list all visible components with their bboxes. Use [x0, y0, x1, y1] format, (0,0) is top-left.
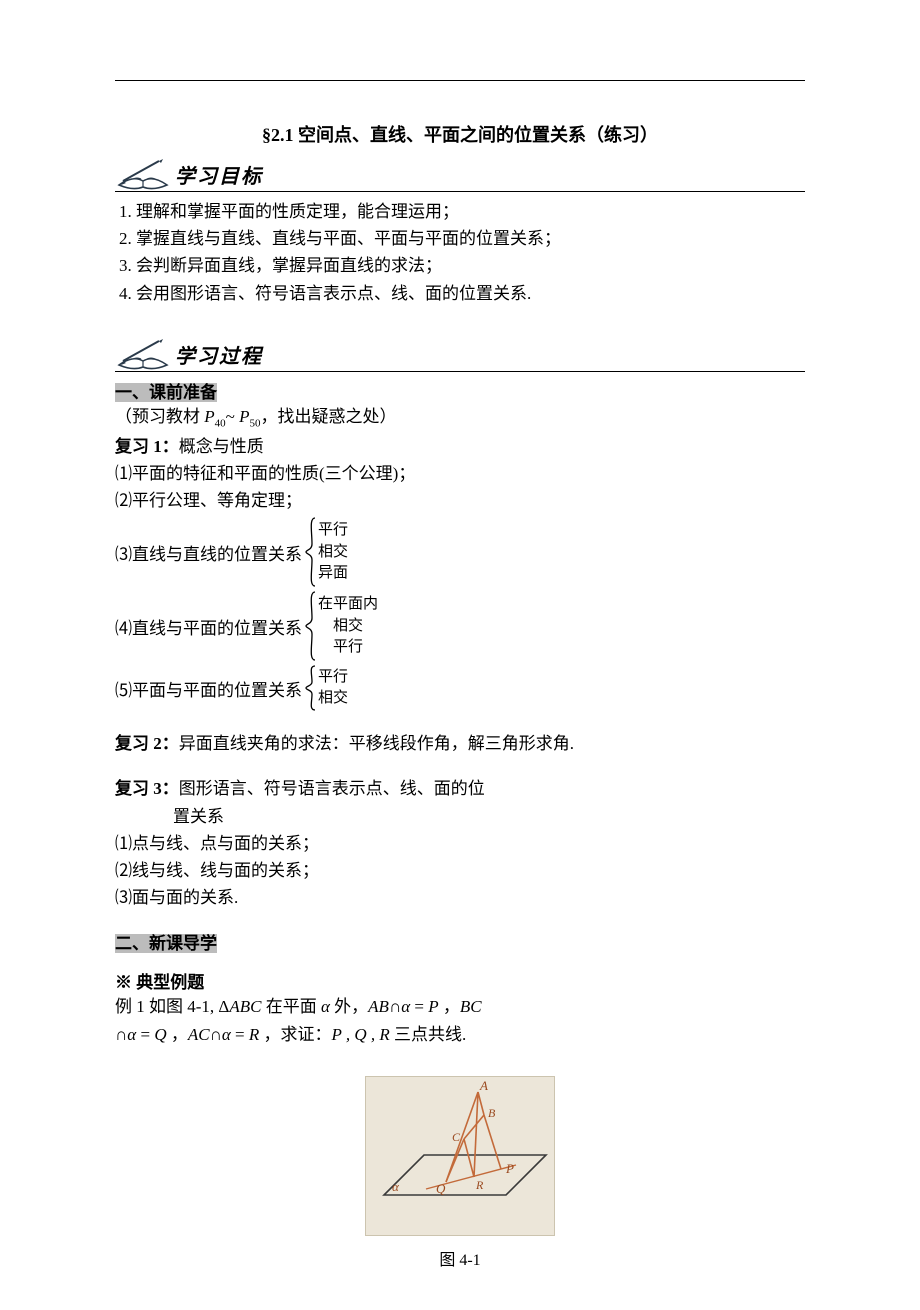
ex1-cap2: ∩ [210, 1025, 222, 1044]
section-label-process: 学习过程 [175, 340, 263, 371]
prep-p1: P [204, 407, 214, 426]
section-header-objectives: 学习目标 [115, 157, 805, 192]
left-brace-icon [304, 516, 318, 588]
ex1-eq2r: R [249, 1025, 259, 1044]
new-lesson-title: 二、新课导学 [115, 934, 217, 953]
figure-diagram: A B C P Q R α [365, 1076, 555, 1236]
review2-label: 复习 2： [115, 734, 179, 753]
study-icon [115, 337, 171, 371]
prep-title-row: 一、课前准备 [115, 378, 805, 403]
review1-label: 复习 1： [115, 437, 179, 456]
objective-item: 1. 理解和掌握平面的性质定理，能合理运用； [119, 198, 805, 225]
review3-text-a: 图形语言、符号语言表示点、线、面的位 [179, 779, 485, 798]
fig-label-P: P [505, 1161, 514, 1176]
ex1-eq1c: BC [460, 997, 482, 1016]
fig-label-R: R [475, 1178, 484, 1192]
relation-row-3: ⑶直线与直线的位置关系 平行 相交 异面 [115, 516, 805, 588]
brace-option: 平行 [318, 521, 348, 541]
relation-label: ⑷直线与平面的位置关系 [115, 614, 302, 639]
fig-label-alpha: α [392, 1179, 400, 1194]
brace-option: 在平面内 [318, 595, 378, 615]
example-1-line2: ∩α = Q ，AC∩α = R ，求证：P , Q , R 三点共线. [115, 1021, 805, 1048]
brace-option: 相交 [318, 689, 348, 709]
prep-note-suffix: ，找出疑惑之处） [260, 407, 396, 426]
relation-label: ⑸平面与平面的位置关系 [115, 676, 302, 701]
ex1-eq2a: AC [188, 1025, 210, 1044]
ex1-cap1: ∩ [389, 997, 401, 1016]
ex1-eq2b: α [222, 1025, 231, 1044]
review3-text-b: 置关系 [173, 803, 805, 830]
review1-item: ⑴平面的特征和平面的性质(三个公理)； [115, 460, 805, 487]
objective-item: 3. 会判断异面直线，掌握异面直线的求法； [119, 252, 805, 279]
left-brace-icon [304, 590, 318, 662]
ex1-l2a: ∩ [115, 1025, 127, 1044]
review3-item: ⑶面与面的关系. [115, 884, 805, 911]
review2-text: 异面直线夹角的求法：平移线段作角，解三角形求角. [179, 734, 574, 753]
ex1-abc: ABC [229, 997, 261, 1016]
objective-item: 4. 会用图形语言、符号语言表示点、线、面的位置关系. [119, 280, 805, 307]
review2: 复习 2：异面直线夹角的求法：平移线段作角，解三角形求角. [115, 730, 805, 757]
fig-label-A: A [479, 1078, 488, 1093]
prep-tilde: ~ [226, 407, 239, 426]
prep-p2: P [239, 407, 249, 426]
relation-row-5: ⑸平面与平面的位置关系 平行 相交 [115, 664, 805, 712]
left-brace-icon [304, 664, 318, 712]
review3: 复习 3：图形语言、符号语言表示点、线、面的位 [115, 775, 805, 802]
review1-item: ⑵平行公理、等角定理； [115, 487, 805, 514]
prep-note-prefix: （预习教材 [115, 407, 204, 426]
ex1-prefix: 例 1 如图 4-1, [115, 997, 218, 1016]
prep-title: 一、课前准备 [115, 383, 217, 402]
prep-sub2: 50 [249, 417, 260, 429]
ex1-pqr: P , Q , R [332, 1025, 390, 1044]
brace-block: 在平面内 相交 平行 [304, 590, 378, 662]
fig-label-Q: Q [436, 1181, 446, 1196]
ex1-l2b: α [127, 1025, 136, 1044]
section-header-process: 学习过程 [115, 337, 805, 372]
relation-row-4: ⑷直线与平面的位置关系 在平面内 相交 平行 [115, 590, 805, 662]
relation-label: ⑶直线与直线的位置关系 [115, 540, 302, 565]
fig-label-C: C [452, 1130, 461, 1144]
figure-4-1: A B C P Q R α 图 4-1 [115, 1076, 805, 1270]
example-1: 例 1 如图 4-1, ΔABC 在平面 α 外，AB∩α = P ，BC [115, 993, 805, 1020]
ex1-eq1b: α [401, 997, 410, 1016]
brace-block: 平行 相交 异面 [304, 516, 348, 588]
ex1-l2d: Q [154, 1025, 166, 1044]
brace-option: 相交 [318, 543, 348, 563]
fig-label-B: B [488, 1106, 496, 1120]
ex1-b3: 在平面 [261, 997, 321, 1016]
ex1-b4: 外， [330, 997, 368, 1016]
top-rule [115, 80, 805, 81]
ex1-alpha: α [321, 997, 330, 1016]
review1-title: 概念与性质 [179, 437, 264, 456]
ex1-l2c: = [136, 1025, 154, 1044]
ex1-l2e: ， [167, 1025, 188, 1044]
figure-caption: 图 4-1 [115, 1246, 805, 1270]
review3-item: ⑴点与线、点与面的关系； [115, 830, 805, 857]
brace-block: 平行 相交 [304, 664, 348, 712]
objective-item: 2. 掌握直线与直线、直线与平面、平面与平面的位置关系； [119, 225, 805, 252]
objectives-list: 1. 理解和掌握平面的性质定理，能合理运用； 2. 掌握直线与直线、直线与平面、… [119, 198, 805, 307]
brace-option: 异面 [318, 564, 348, 584]
ex1-tail: 三点共线. [390, 1025, 467, 1044]
review1: 复习 1：概念与性质 [115, 433, 805, 460]
ex1-proof: ，求证： [259, 1025, 331, 1044]
ex1-delta: Δ [218, 997, 229, 1016]
ex1-eq1a: AB [368, 997, 389, 1016]
section-label-objectives: 学习目标 [175, 160, 263, 191]
prep-sub1: 40 [215, 417, 226, 429]
typical-examples-label: ※ 典型例题 [115, 968, 805, 993]
brace-option: 平行 [318, 638, 378, 658]
prep-note: （预习教材 P40~ P50，找出疑惑之处） [115, 403, 805, 433]
new-lesson-title-row: 二、新课导学 [115, 929, 805, 954]
ex1-eq1eq: = [410, 997, 428, 1016]
ex1-eq1r: P [428, 997, 438, 1016]
ex1-eq2eq: = [231, 1025, 249, 1044]
ex1-comma1: ， [439, 997, 460, 1016]
brace-option: 平行 [318, 668, 348, 688]
page-title: §2.1 空间点、直线、平面之间的位置关系（练习） [115, 121, 805, 147]
brace-option: 相交 [318, 617, 378, 637]
review3-item: ⑵线与线、线与面的关系； [115, 857, 805, 884]
review3-label: 复习 3： [115, 779, 179, 798]
study-icon [115, 157, 171, 191]
